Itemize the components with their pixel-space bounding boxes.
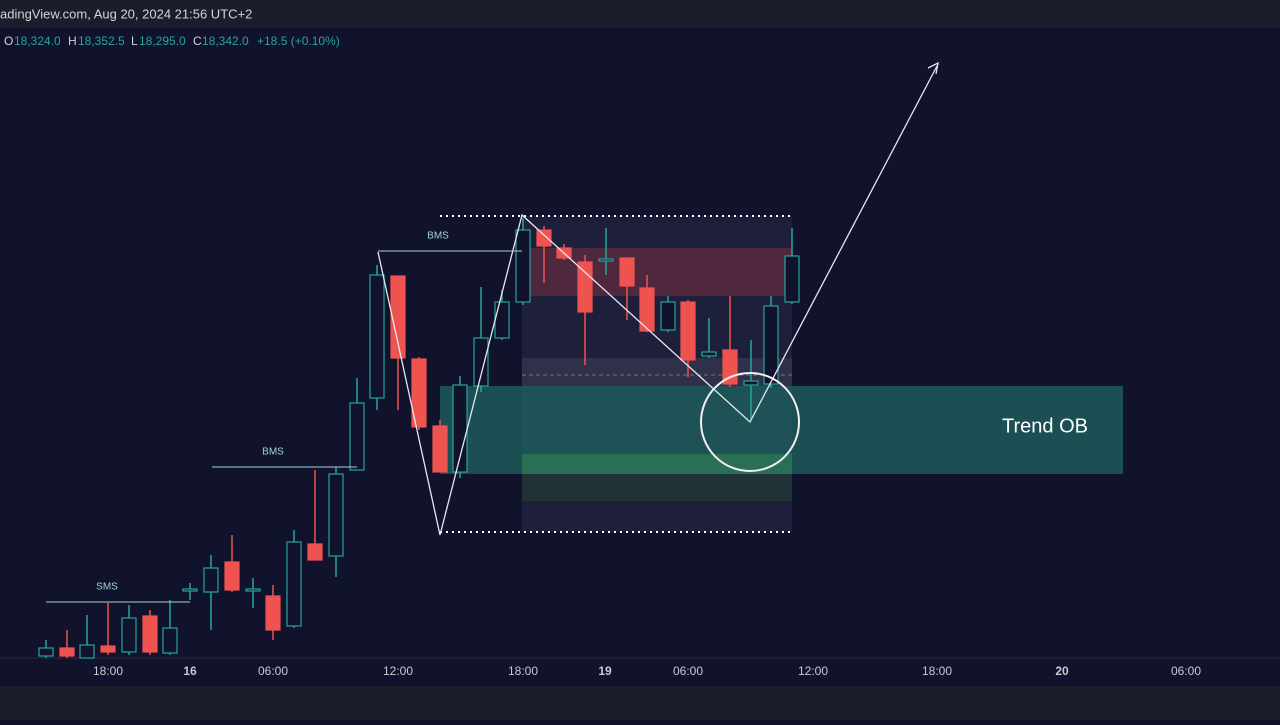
time-tick-label: 18:00 bbox=[922, 664, 952, 678]
candle-body bbox=[307, 543, 323, 561]
time-tick-label: 18:00 bbox=[93, 664, 123, 678]
time-tick-label: 06:00 bbox=[673, 664, 703, 678]
sms-label: SMS bbox=[96, 582, 118, 593]
time-tick-label: 12:00 bbox=[798, 664, 828, 678]
candle-body bbox=[286, 541, 302, 627]
candle-body bbox=[639, 287, 655, 332]
candle-body bbox=[224, 561, 240, 591]
candle-body bbox=[203, 567, 219, 593]
candle-body bbox=[328, 473, 344, 557]
candle-body bbox=[411, 358, 427, 428]
time-tick-label: 16 bbox=[183, 664, 197, 678]
h-label: H bbox=[68, 34, 77, 48]
time-tick-label: 06:00 bbox=[1171, 664, 1201, 678]
l-value: 18,295.0 bbox=[139, 34, 186, 48]
dark-zone bbox=[522, 474, 792, 501]
candle-body bbox=[59, 647, 75, 657]
candle-body bbox=[390, 275, 406, 359]
h-value: 18,352.5 bbox=[78, 34, 125, 48]
candle-body bbox=[473, 337, 489, 387]
change: +18.5 (+0.10%) bbox=[257, 34, 340, 48]
bottom-bar bbox=[0, 686, 1280, 720]
candle-body bbox=[369, 274, 385, 399]
candle-body bbox=[619, 257, 635, 287]
candle-body bbox=[660, 301, 676, 331]
candle-body bbox=[349, 402, 365, 471]
candle-body bbox=[763, 305, 779, 385]
zigzag-path bbox=[377, 65, 938, 536]
c-label: C bbox=[193, 34, 202, 48]
candle-body bbox=[38, 647, 54, 657]
candle-body bbox=[182, 588, 198, 592]
candle-body bbox=[577, 261, 593, 313]
candle-body bbox=[701, 351, 717, 357]
candle-body bbox=[515, 229, 531, 303]
c-value: 18,342.0 bbox=[202, 34, 249, 48]
bms-label: BMS bbox=[262, 447, 284, 458]
candle-body bbox=[680, 301, 696, 361]
candle-body bbox=[743, 380, 759, 386]
l-label: L bbox=[131, 34, 138, 48]
o-value: 18,324.0 bbox=[14, 34, 61, 48]
time-tick-label: 18:00 bbox=[508, 664, 538, 678]
candle-body bbox=[265, 595, 281, 631]
time-axis: 18:00 16 06:00 12:00 18:00 19 06:00 12:00 18:00 2… bbox=[93, 664, 1201, 678]
candle-body bbox=[784, 255, 800, 303]
candle-body bbox=[79, 644, 95, 659]
ohlc-legend: O 18,324.0 H 18,352.5 L 18,295.0 C 18,34… bbox=[4, 34, 340, 48]
candle-body bbox=[598, 258, 614, 262]
zone-label: Trend OB bbox=[1002, 415, 1088, 437]
demand-zone bbox=[522, 454, 792, 474]
highlight-circle bbox=[700, 372, 800, 472]
candle-body bbox=[245, 588, 261, 592]
candle-body bbox=[494, 301, 510, 339]
time-tick-label: 12:00 bbox=[383, 664, 413, 678]
time-tick-label: 20 bbox=[1055, 664, 1069, 678]
time-tick-label: 06:00 bbox=[258, 664, 288, 678]
candle-body bbox=[121, 617, 137, 653]
o-label: O bbox=[4, 34, 13, 48]
bms-label: BMS bbox=[427, 231, 449, 242]
arrow-head bbox=[927, 61, 939, 75]
time-tick-label: 19 bbox=[598, 664, 612, 678]
candle-body bbox=[100, 645, 116, 653]
candle-body bbox=[432, 425, 448, 473]
candle-body bbox=[162, 627, 178, 654]
time-axis-bg bbox=[0, 658, 1280, 686]
top-bar bbox=[0, 0, 1280, 28]
header-source: adingView.com, Aug 20, 2024 21:56 UTC+2 bbox=[0, 6, 252, 21]
candle-body bbox=[536, 229, 552, 247]
candle-body bbox=[142, 615, 158, 653]
